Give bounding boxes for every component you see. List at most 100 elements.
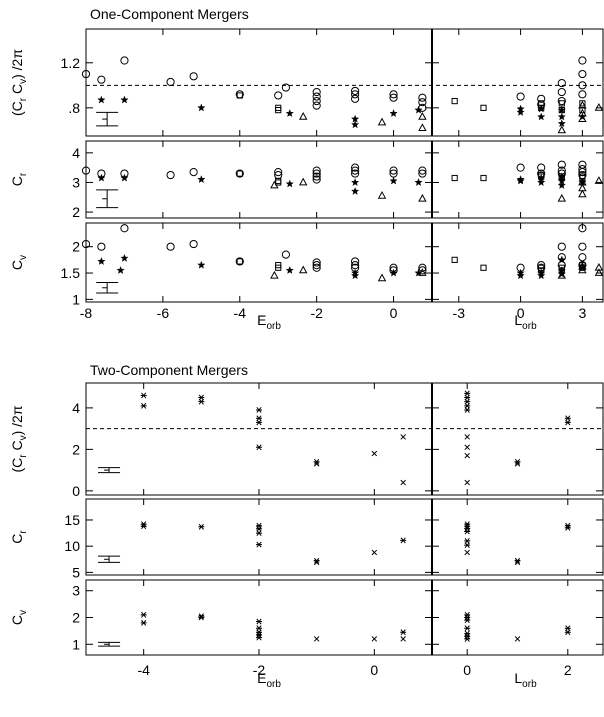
data-point-star [537, 112, 546, 121]
data-point-cross [313, 461, 320, 467]
data-point-star [350, 271, 360, 280]
data-point-star [557, 119, 566, 128]
data-point-circle [351, 166, 360, 175]
data-point-triangle [298, 177, 308, 186]
data-point-star [516, 176, 525, 185]
y-axis-label: Cv [9, 255, 29, 270]
data-point-triangle [578, 261, 587, 270]
data-point-star [414, 105, 423, 114]
data-point-square [236, 92, 243, 99]
data-point-square [451, 256, 458, 263]
data-point-asterisk [564, 629, 571, 636]
data-point-circle [235, 257, 244, 266]
data-point-star [285, 179, 294, 188]
y-tick-label: 1 [72, 291, 80, 307]
data-point-star [116, 266, 125, 274]
data-point-circle [351, 257, 360, 266]
y-axis-label: (Cr Cv) /2π [9, 405, 29, 472]
x-tick-label: -2 [253, 662, 266, 678]
data-point-asterisk [464, 636, 471, 642]
data-point-circle [166, 170, 175, 180]
data-point-circle [389, 93, 398, 102]
x-tick-label: -8 [80, 305, 93, 321]
data-point-asterisk [140, 523, 147, 530]
error-bar [96, 282, 119, 294]
data-point-circle [189, 167, 198, 177]
data-point-star [516, 107, 525, 116]
data-point-star [197, 260, 206, 269]
panel-cr: 5 10 15 Cr [9, 498, 604, 580]
data-point-cross [400, 636, 406, 642]
data-point-circle [418, 263, 427, 272]
points-right [464, 521, 571, 566]
points-right [451, 224, 604, 280]
data-point-star [414, 178, 423, 187]
data-point-triangle [578, 100, 587, 109]
data-point-star [350, 178, 360, 187]
panel-frame [85, 28, 604, 137]
data-point-circle [281, 83, 291, 92]
data-point-circle [81, 239, 91, 249]
x-tick-label: 2 [564, 662, 572, 678]
data-point-triangle [578, 265, 587, 274]
data-point-cross [400, 434, 406, 440]
points-left [140, 392, 406, 486]
data-point-cross [400, 479, 406, 486]
data-point-square [480, 264, 487, 271]
y-tick-label: 4 [72, 145, 80, 161]
data-point-star [285, 109, 294, 118]
data-point-square [558, 174, 565, 182]
data-point-asterisk [256, 522, 262, 529]
data-point-circle [166, 77, 175, 87]
data-point-asterisk [464, 542, 471, 549]
data-point-cross [514, 461, 521, 467]
data-point-circle [516, 163, 525, 172]
panel-cv: 1 2 3 Cv [9, 579, 604, 656]
data-point-square [275, 106, 282, 114]
data-point-star [557, 255, 566, 264]
points-right [464, 611, 571, 642]
chart-title: Two-Component Mergers [90, 362, 248, 378]
data-point-asterisk [140, 402, 147, 409]
points-right [451, 56, 604, 134]
data-point-asterisk [140, 619, 147, 626]
data-point-circle [189, 72, 198, 81]
data-point-triangle [298, 265, 308, 274]
data-point-circle [97, 242, 106, 251]
data-point-circle [557, 96, 566, 106]
panel-cr: 2 3 4 Cr [9, 140, 604, 220]
data-point-circle [312, 172, 321, 181]
chart-title: One-Component Mergers [90, 6, 249, 22]
x-axis-label: Eorb [257, 312, 281, 332]
data-point-circle [578, 253, 587, 262]
data-point-asterisk [140, 611, 147, 618]
x-tick-label: -2 [310, 305, 323, 321]
panel-frame [85, 579, 604, 656]
points-left [140, 611, 407, 642]
x-tick-label: 3 [578, 305, 586, 321]
panel-frame [85, 222, 604, 303]
data-point-asterisk [256, 541, 262, 548]
data-point-circle [312, 175, 321, 184]
y-tick-label: .8 [68, 100, 80, 116]
y-axis-label: (Cr Cv) /2π [9, 49, 29, 116]
data-point-triangle [578, 189, 587, 198]
points-left [81, 56, 427, 132]
data-point-cross [371, 450, 378, 457]
x-tick-label: -4 [137, 662, 150, 678]
data-point-circle [274, 91, 283, 100]
data-point-circle [81, 69, 91, 79]
data-point-triangle [578, 183, 587, 192]
data-point-circle [578, 224, 587, 233]
x-tick-label: 0 [370, 662, 378, 678]
y-tick-label: 1.5 [61, 265, 81, 281]
data-point-circle [120, 224, 129, 233]
data-point-square [236, 258, 243, 265]
y-tick-label: 2 [72, 239, 80, 255]
data-point-asterisk [256, 419, 262, 426]
data-point-triangle [270, 180, 279, 189]
data-point-asterisk [256, 444, 262, 451]
data-point-square [451, 97, 458, 105]
data-point-asterisk [464, 617, 471, 624]
